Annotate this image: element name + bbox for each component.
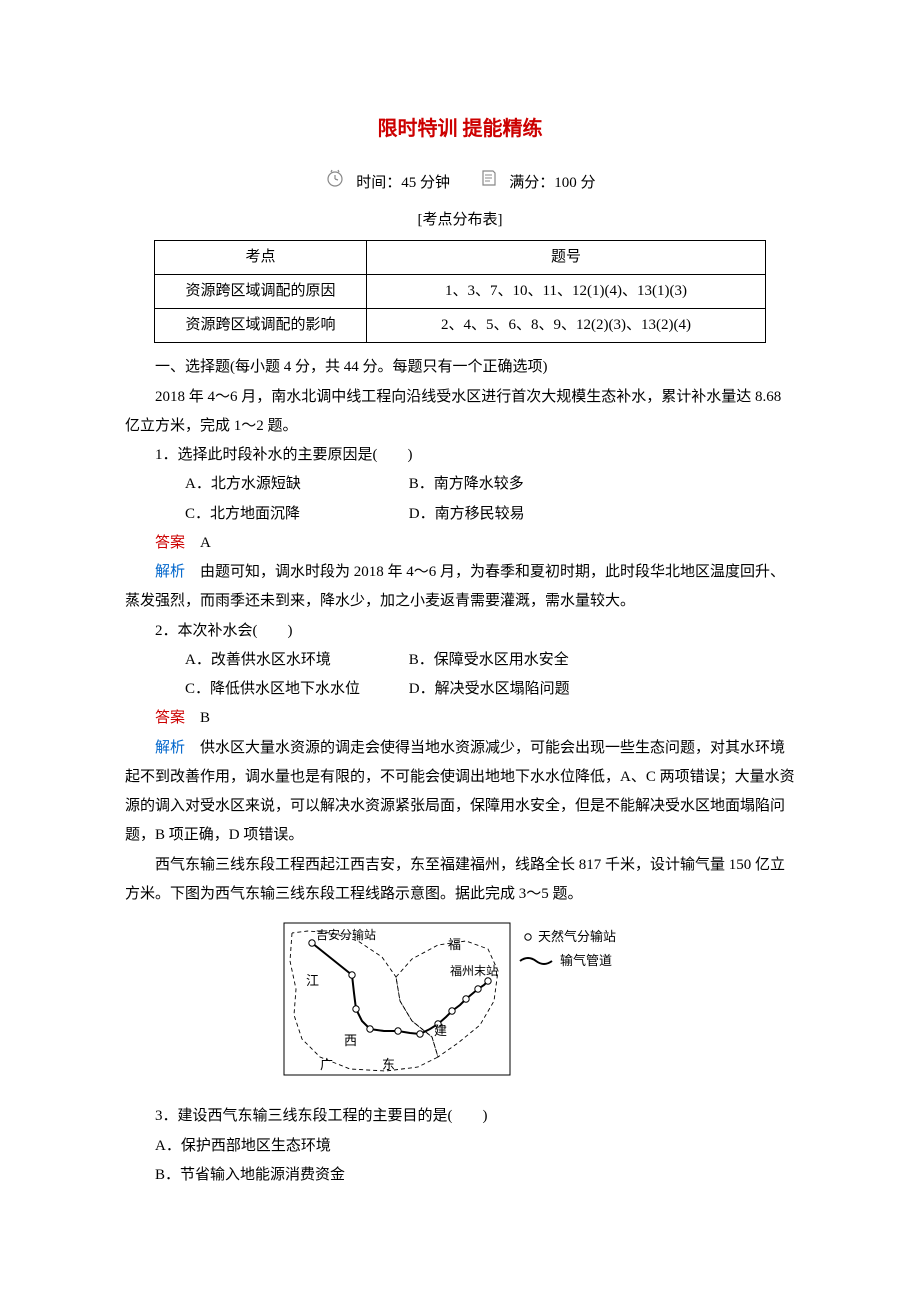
answer-value: B [200,710,210,726]
table-row: 资源跨区域调配的原因 1、3、7、10、11、12(1)(4)、13(1)(3) [155,274,766,308]
option-row: A．北方水源短缺 B．南方降水较多 [125,470,795,499]
answer-value: A [200,535,211,551]
svg-text:广: 广 [320,1057,333,1072]
table-row: 考点 题号 [155,240,766,274]
svg-text:江: 江 [306,973,319,988]
table-cell: 资源跨区域调配的影响 [155,309,367,343]
table-header: 题号 [367,240,766,274]
svg-text:福: 福 [448,937,461,952]
option-row: C．降低供水区地下水水位 D．解决受水区塌陷问题 [125,675,795,704]
distribution-table: 考点 题号 资源跨区域调配的原因 1、3、7、10、11、12(1)(4)、13… [154,240,766,344]
option-a: A．改善供水区水环境 [155,646,405,675]
score-label: 满分：100 分 [509,175,595,191]
table-cell: 1、3、7、10、11、12(1)(4)、13(1)(3) [367,274,766,308]
option-b: B．保障受水区用水安全 [409,652,569,668]
table-header: 考点 [155,240,367,274]
table-caption: [考点分布表] [125,206,795,235]
page-title: 限时特训 提能精练 [125,110,795,149]
svg-text:东: 东 [382,1057,395,1072]
meta-row: 时间：45 分钟 满分：100 分 [125,167,795,200]
intro-text: 2018 年 4～6 月，南水北调中线工程向沿线受水区进行首次大规模生态补水，累… [125,383,795,442]
svg-text:吉安分输站: 吉安分输站 [316,927,376,942]
svg-text:天然气分输站: 天然气分输站 [538,929,616,944]
answer-line: 答案 B [125,704,795,733]
option-d: D．南方移民较易 [409,506,525,522]
table-row: 资源跨区域调配的影响 2、4、5、6、8、9、12(2)(3)、13(2)(4) [155,309,766,343]
option-c: C．北方地面沉降 [155,500,405,529]
question-stem: 3．建设西气东输三线东段工程的主要目的是( ) [125,1102,795,1131]
intro-text: 西气东输三线东段工程西起江西吉安，东至福建福州，线路全长 817 千米，设计输气… [125,851,795,910]
analysis-label: 解析 [155,740,185,756]
option-row: C．北方地面沉降 D．南方移民较易 [125,500,795,529]
option-a: A．保护西部地区生态环境 [125,1132,795,1161]
time-label: 时间：45 分钟 [356,175,450,191]
analysis-line: 解析 供水区大量水资源的调走会使得当地水资源减少，可能会出现一些生态问题，对其水… [125,734,795,851]
option-c: C．降低供水区地下水水位 [155,675,405,704]
answer-label: 答案 [155,710,185,726]
option-a: A．北方水源短缺 [155,470,405,499]
svg-text:福州末站: 福州末站 [450,963,498,978]
paper-icon [478,167,500,200]
option-b: B．南方降水较多 [409,476,524,492]
analysis-label: 解析 [155,564,185,580]
table-cell: 资源跨区域调配的原因 [155,274,367,308]
section-header: 一、选择题(每小题 4 分，共 44 分。每题只有一个正确选项) [125,353,795,382]
answer-label: 答案 [155,535,185,551]
answer-line: 答案 A [125,529,795,558]
question-stem: 2．本次补水会( ) [125,617,795,646]
option-row: A．改善供水区水环境 B．保障受水区用水安全 [125,646,795,675]
analysis-line: 解析 由题可知，调水时段为 2018 年 4～6 月，为春季和夏初时期，此时段华… [125,558,795,617]
table-cell: 2、4、5、6、8、9、12(2)(3)、13(2)(4) [367,309,766,343]
pipeline-diagram: 吉安分输站福州末站江西 福建广 东 天然气分输站输气管道 [125,919,795,1090]
analysis-text: 由题可知，调水时段为 2018 年 4～6 月，为春季和夏初时期，此时段华北地区… [125,564,785,609]
option-b: B．节省输入地能源消费资金 [125,1161,795,1190]
clock-icon [324,167,346,200]
svg-text:西: 西 [344,1033,357,1048]
svg-text:输气管道: 输气管道 [560,953,612,968]
analysis-text: 供水区大量水资源的调走会使得当地水资源减少，可能会出现一些生态问题，对其水环境起… [125,740,795,844]
question-stem: 1．选择此时段补水的主要原因是( ) [125,441,795,470]
svg-text:建: 建 [434,1023,447,1038]
option-d: D．解决受水区塌陷问题 [409,681,570,697]
